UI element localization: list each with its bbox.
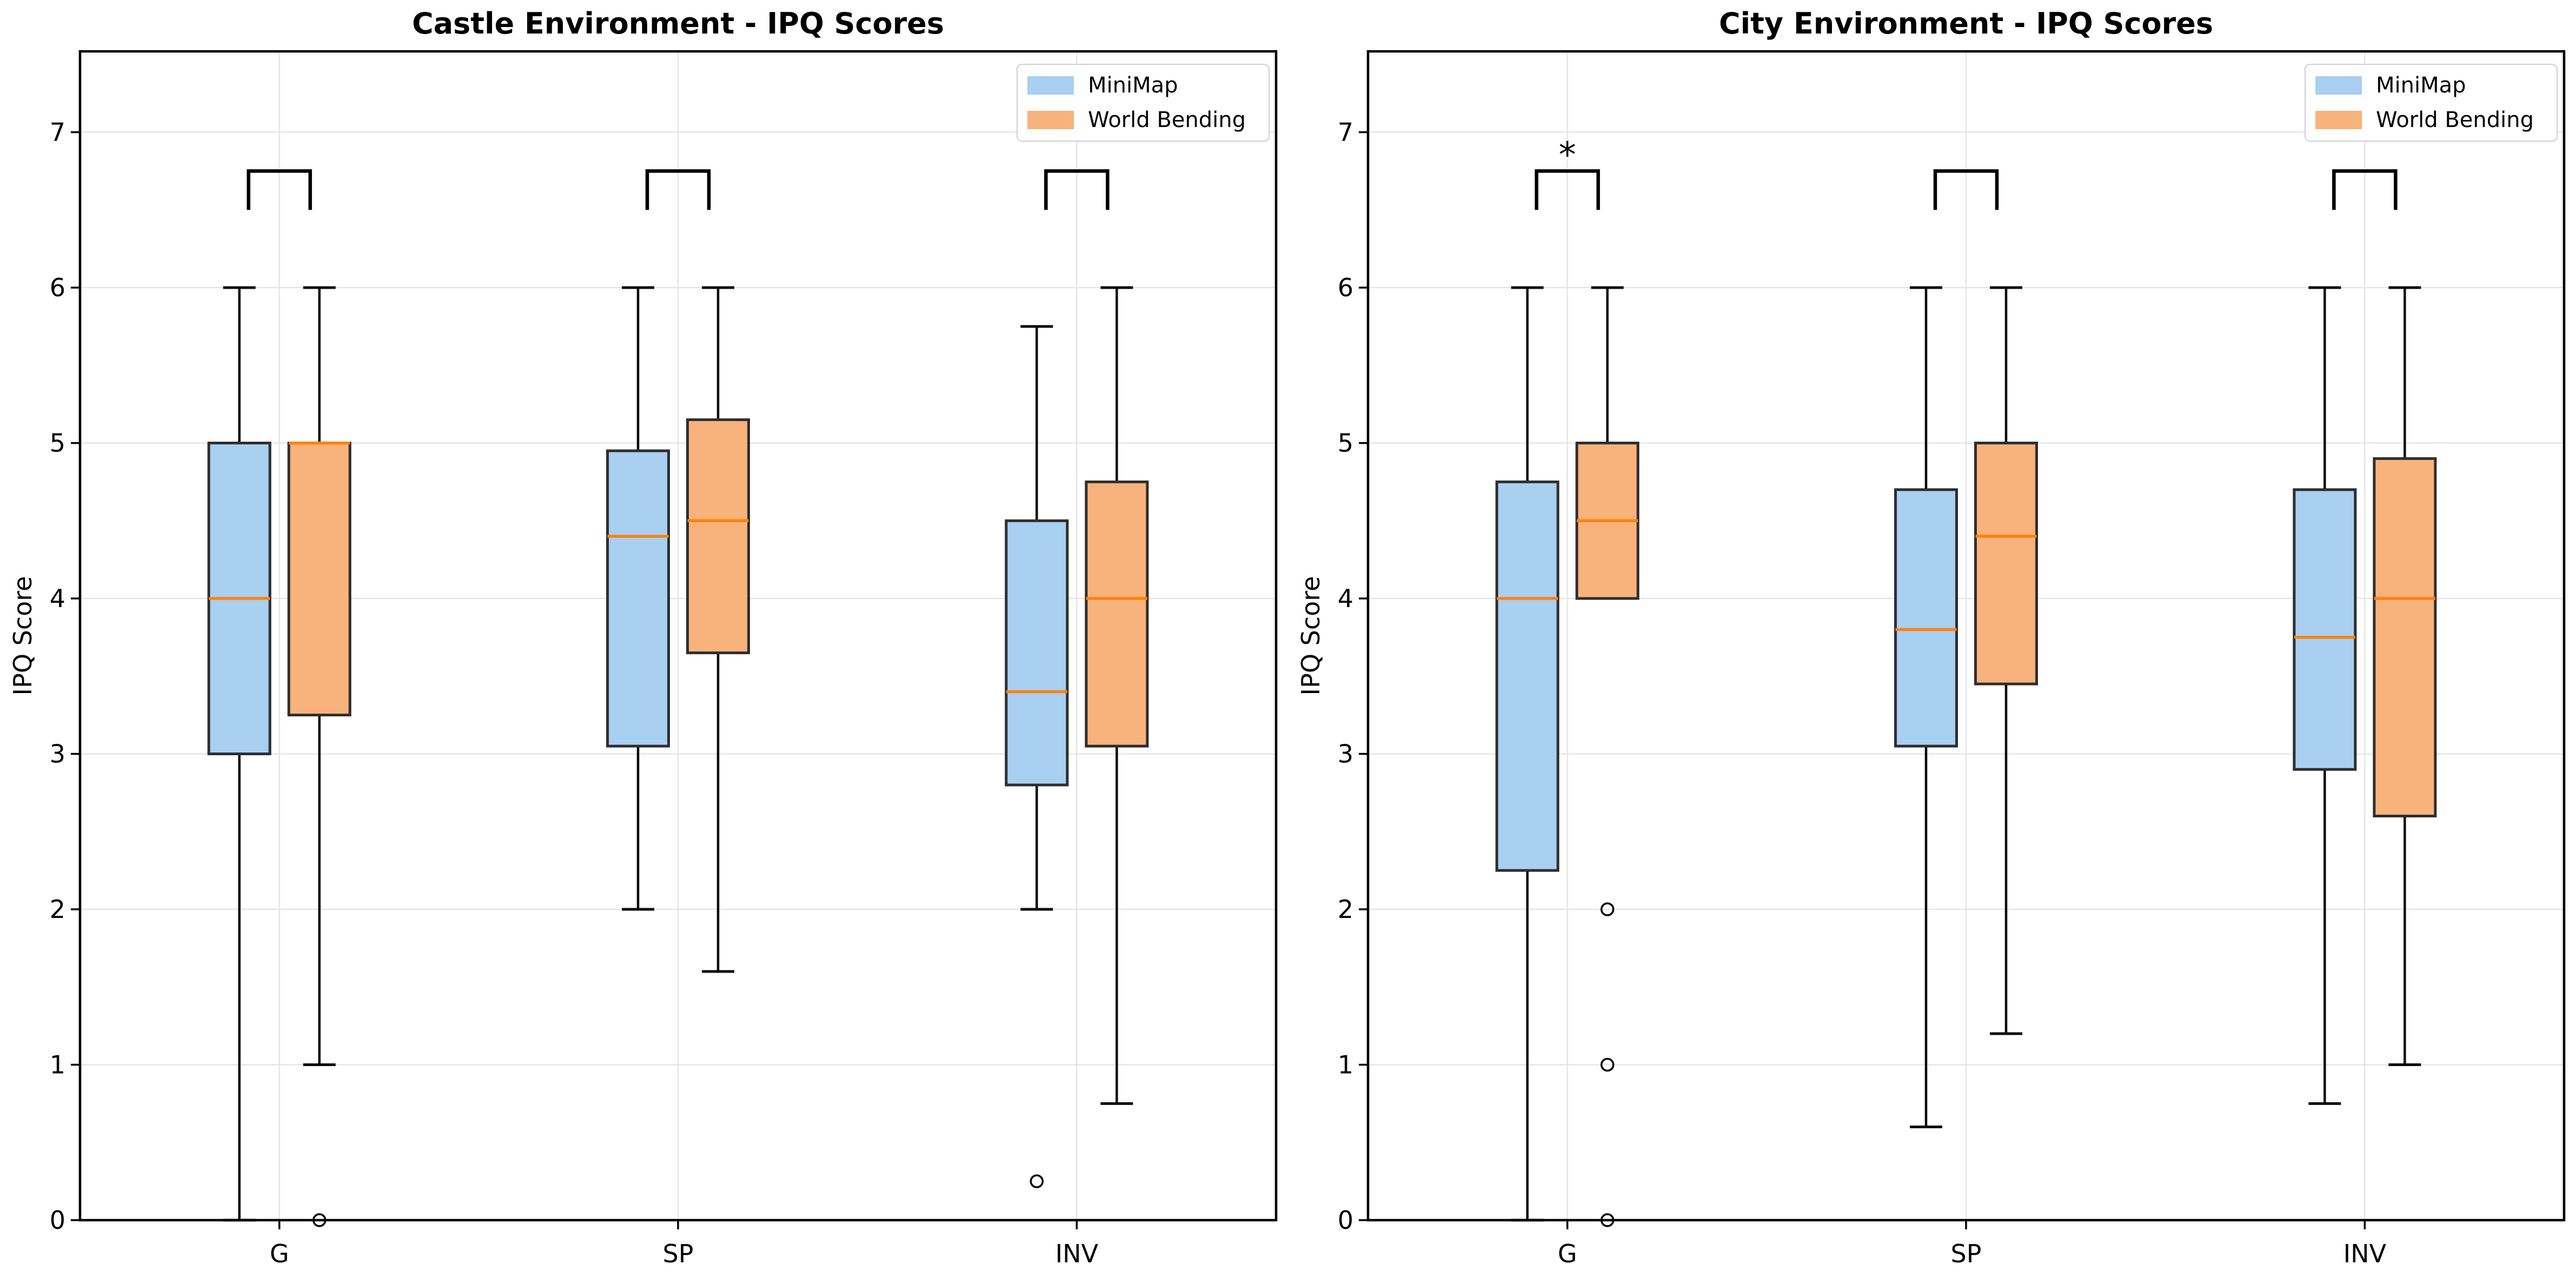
chart-title: City Environment - IPQ Scores <box>1718 6 2214 41</box>
y-axis-label: IPQ Score <box>8 576 37 696</box>
legend-swatch-worldbending-icon <box>1027 111 1074 129</box>
legend-item: MiniMap <box>1027 71 1259 99</box>
svg-text:G: G <box>1558 1239 1577 1268</box>
svg-text:G: G <box>270 1239 289 1268</box>
city-boxplot-canvas: 0 1 2 3 4 5 6 7 G SP INV * <box>1338 50 2566 1268</box>
chart-title: Castle Environment - IPQ Scores <box>411 6 945 41</box>
svg-text:7: 7 <box>1338 118 1353 147</box>
svg-text:0: 0 <box>1338 1206 1353 1235</box>
svg-text:2: 2 <box>1338 895 1353 924</box>
svg-text:3: 3 <box>1338 740 1353 769</box>
svg-text:2: 2 <box>50 895 65 924</box>
svg-text:INV: INV <box>2343 1239 2387 1268</box>
city-chart: 0 1 2 3 4 5 6 7 G SP INV * City Environment - IPQ S… <box>1288 0 2576 1278</box>
legend-item: World Bending <box>1027 106 1259 134</box>
svg-text:3: 3 <box>50 740 65 769</box>
svg-text:1: 1 <box>1338 1050 1353 1080</box>
legend-item: World Bending <box>2315 106 2547 134</box>
y-axis-label: IPQ Score <box>1296 576 1325 696</box>
svg-text:SP: SP <box>663 1239 694 1268</box>
legend-item: MiniMap <box>2315 71 2547 99</box>
legend-label: MiniMap <box>1088 73 1178 98</box>
legend: MiniMap World Bending <box>2305 64 2558 142</box>
legend-label: MiniMap <box>2376 73 2466 98</box>
castle-chart: 0 1 2 3 4 5 6 7 G SP INV Castle Environment - IPQ … <box>8 6 1278 1268</box>
legend-label: World Bending <box>1088 108 1246 132</box>
svg-text:0: 0 <box>50 1206 65 1235</box>
legend-swatch-minimap-icon <box>2315 76 2362 95</box>
svg-text:1: 1 <box>50 1050 65 1080</box>
svg-text:5: 5 <box>1338 429 1353 458</box>
svg-text:INV: INV <box>1055 1239 1099 1268</box>
svg-text:SP: SP <box>1951 1239 1982 1268</box>
legend-label: World Bending <box>2376 108 2534 132</box>
legend-swatch-minimap-icon <box>1027 76 1074 95</box>
svg-text:5: 5 <box>50 429 65 458</box>
castle-boxplot-canvas: 0 1 2 3 4 5 6 7 G SP INV <box>50 50 1278 1268</box>
svg-text:6: 6 <box>1338 273 1353 302</box>
svg-text:4: 4 <box>1338 584 1353 613</box>
svg-text:4: 4 <box>50 584 65 613</box>
svg-text:*: * <box>1559 135 1576 175</box>
svg-text:7: 7 <box>50 118 65 147</box>
legend-swatch-worldbending-icon <box>2315 111 2362 129</box>
legend: MiniMap World Bending <box>1017 64 1270 142</box>
svg-text:6: 6 <box>50 273 65 302</box>
